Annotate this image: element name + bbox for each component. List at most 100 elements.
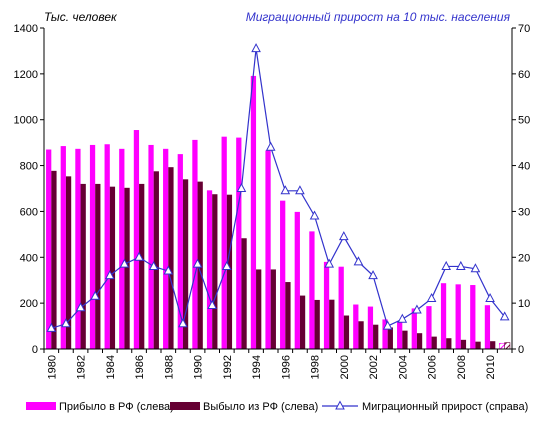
right-tick-label: 0	[518, 344, 524, 356]
migration-point	[499, 311, 510, 321]
departures-bar	[139, 183, 145, 349]
x-tick-label: 2006	[427, 355, 439, 379]
migration-point	[236, 182, 247, 192]
x-tick-label: 2002	[368, 355, 380, 379]
arrivals-bar	[440, 283, 447, 349]
legend: Прибыло в РФ (слева) Выбыло из РФ (слева)…	[26, 400, 528, 413]
departures-bar	[490, 341, 496, 349]
arrivals-bar	[163, 148, 169, 349]
arrivals-bar	[309, 231, 315, 349]
departures-bar	[51, 170, 57, 349]
arrivals-bar	[177, 154, 183, 349]
x-tick-label: 1988	[163, 355, 175, 379]
right-tick-label: 50	[518, 115, 530, 127]
x-tick-label: 1994	[251, 355, 263, 379]
migration-point	[134, 251, 144, 261]
right-tick-label: 70	[518, 23, 530, 35]
departures-bar	[402, 330, 408, 349]
left-axis-title: Тыс. человек	[44, 10, 118, 24]
departures-bar	[95, 183, 101, 349]
arrivals-bar	[280, 200, 286, 349]
migration-point	[470, 263, 481, 273]
migration-point	[251, 43, 261, 53]
migration-point	[397, 313, 408, 323]
departures-bar	[329, 299, 335, 349]
migration-point	[426, 292, 437, 303]
departures-bar	[80, 183, 86, 349]
departures-bar	[226, 194, 233, 349]
legend-label-departures: Выбыло из РФ (слева)	[203, 401, 318, 413]
migration-point	[104, 270, 115, 280]
legend-swatch-departures	[170, 402, 200, 410]
legend-label-migration: Миграционный прирост (справа)	[362, 401, 528, 413]
arrivals-bar	[382, 319, 388, 349]
legend-label-arrivals: Прибыло в РФ (слева)	[59, 401, 174, 413]
migration-point	[338, 231, 349, 241]
arrivals-bar	[104, 144, 110, 349]
migration-point	[265, 141, 276, 151]
migration-point	[295, 185, 305, 195]
arrivals-bar	[250, 75, 257, 350]
x-tick-label: 1980	[46, 355, 58, 379]
legend-marker-migration	[335, 400, 345, 410]
arrivals-bar	[455, 284, 461, 349]
migration-point	[163, 265, 174, 275]
arrivals-bar	[323, 261, 330, 349]
right-axis-title: Миграционный прирост на 10 тыс. населени…	[246, 10, 511, 24]
migration-point	[485, 292, 495, 303]
x-tick-label: 1986	[134, 355, 146, 379]
left-tick-label: 0	[32, 344, 38, 356]
arrivals-bar	[353, 304, 359, 349]
left-tick-label: 600	[20, 206, 38, 218]
migration-point	[61, 318, 71, 328]
arrivals-bar	[148, 144, 154, 349]
arrivals-bar	[484, 305, 491, 349]
right-tick-label: 40	[518, 161, 530, 173]
migration-point	[90, 290, 101, 300]
departures-bar	[387, 327, 393, 349]
migration-point	[221, 260, 232, 270]
departures-bar	[124, 187, 130, 349]
migration-point	[178, 318, 188, 328]
migration-point	[192, 258, 203, 268]
migration-point	[412, 304, 422, 314]
left-tick-label: 400	[20, 252, 38, 264]
arrivals-bar	[367, 306, 374, 349]
departures-bar	[314, 299, 320, 349]
departures-bar	[285, 282, 291, 349]
departures-bar	[373, 324, 379, 349]
departures-bar	[460, 339, 467, 349]
migration-point	[75, 302, 86, 312]
arrivals-bar	[221, 136, 227, 349]
departures-bar	[446, 338, 452, 349]
departures-bar	[153, 171, 159, 349]
arrivals-bar	[192, 139, 198, 349]
arrivals-bar	[89, 144, 96, 349]
departures-bar	[241, 238, 247, 349]
x-tick-label: 1998	[310, 355, 322, 379]
departures-bar	[168, 167, 174, 349]
x-tick-label: 1982	[76, 355, 88, 379]
departures-bar	[256, 269, 262, 349]
arrivals-bar	[338, 266, 344, 349]
arrivals-bar	[60, 146, 66, 349]
departures-bar	[343, 315, 350, 349]
migration-point	[324, 258, 335, 268]
arrivals-bar	[236, 137, 242, 349]
departures-bar	[270, 269, 276, 349]
departures-bar	[416, 333, 423, 349]
arrivals-bar	[265, 150, 271, 349]
migration-point	[119, 258, 130, 268]
left-tick-label: 1400	[14, 23, 38, 35]
migration-point	[148, 260, 159, 270]
right-tick-label: 60	[518, 69, 530, 81]
migration-point	[46, 322, 57, 332]
arrivals-bar	[426, 306, 432, 349]
arrivals-bar	[46, 149, 52, 349]
arrivals-bar	[206, 190, 213, 349]
arrivals-bar	[470, 285, 476, 349]
departures-bar	[65, 176, 72, 349]
migration-point	[207, 299, 218, 309]
left-tick-label: 1000	[14, 115, 38, 127]
